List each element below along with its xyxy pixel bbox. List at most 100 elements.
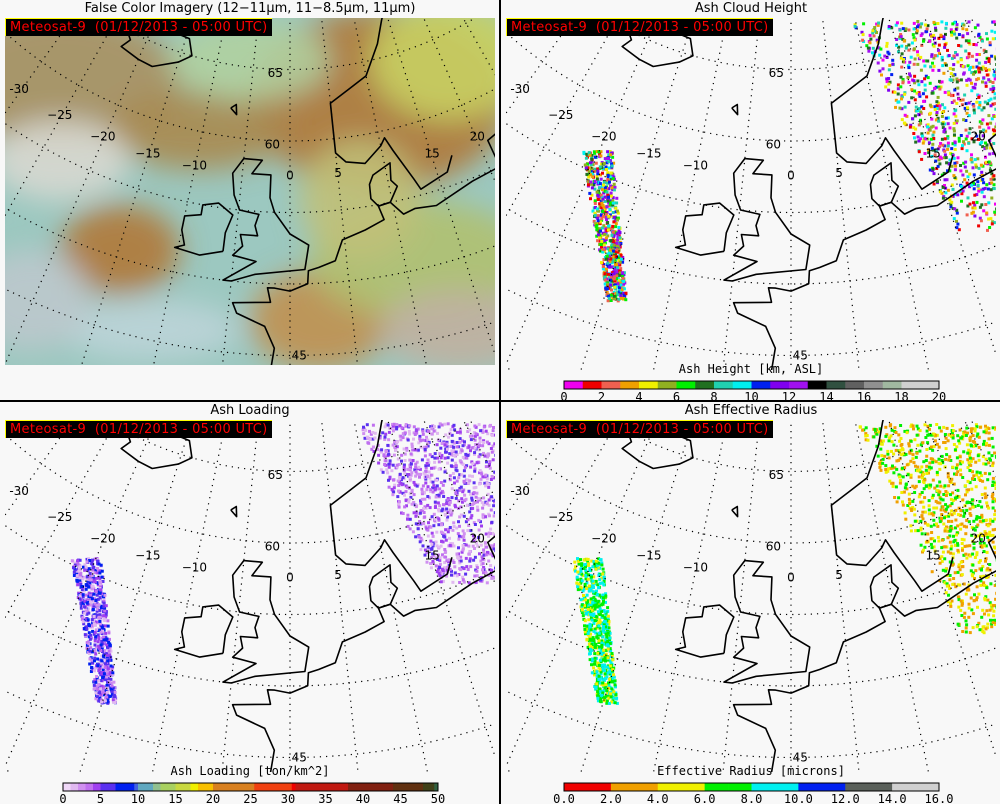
ash-pixel: [432, 484, 436, 488]
ash-pixel: [596, 694, 600, 698]
ash-pixel: [981, 65, 985, 69]
ash-pixel: [95, 695, 99, 699]
ash-pixel: [408, 424, 412, 428]
ash-pixel: [930, 54, 934, 58]
ash-pixel: [400, 511, 403, 515]
ash-pixel: [953, 176, 957, 179]
ash-pixel: [977, 592, 981, 596]
ash-pixel: [596, 169, 600, 173]
ash-pixel: [993, 30, 996, 34]
ash-pixel: [86, 618, 90, 622]
ash-pixel: [608, 647, 612, 651]
ash-pixel: [982, 541, 986, 545]
colorbar-frame: [62, 782, 439, 792]
ash-pixel: [985, 37, 989, 41]
ash-pixel: [987, 78, 991, 82]
ash-pixel: [397, 463, 401, 466]
ash-pixel: [931, 124, 935, 128]
ash-pixel: [938, 190, 942, 194]
ash-pixel: [977, 32, 981, 36]
ash-pixel: [962, 140, 965, 144]
ash-pixel: [949, 78, 953, 82]
ash-pixel: [454, 468, 458, 472]
ash-pixel: [78, 574, 82, 578]
ash-pixel: [102, 656, 106, 660]
ash-pixel: [968, 437, 972, 441]
ash-pixel: [961, 144, 964, 148]
ash-pixel: [440, 453, 444, 457]
ash-pixel: [490, 433, 494, 437]
ash-pixel: [959, 468, 962, 472]
ash-pixel: [601, 204, 605, 207]
ash-pixel: [946, 141, 950, 145]
longitude-line: [5, 18, 157, 365]
ash-pixel: [933, 539, 936, 543]
ash-pixel: [437, 495, 441, 499]
ash-pixel: [960, 603, 964, 607]
ash-pixel: [587, 618, 591, 622]
ash-pixel: [907, 48, 911, 52]
ash-pixel: [944, 457, 948, 461]
ash-pixel: [414, 514, 418, 518]
ash-pixel: [606, 157, 610, 160]
ash-pixel: [615, 270, 619, 274]
ash-pixel: [885, 433, 889, 437]
ash-pixel: [940, 20, 944, 24]
ash-pixel: [425, 435, 428, 439]
ash-pixel: [93, 649, 97, 652]
ash-pixel: [869, 37, 873, 41]
ash-pixel: [98, 596, 102, 600]
ash-pixel: [590, 157, 594, 161]
ash-pixel: [575, 581, 579, 585]
ash-pixel: [952, 129, 956, 133]
ash-pixel: [433, 517, 437, 521]
ash-pixel: [488, 463, 491, 466]
ash-pixel: [970, 81, 973, 85]
ash-pixel: [941, 538, 944, 542]
ash-pixel: [599, 242, 603, 246]
ash-pixel: [978, 101, 982, 104]
ash-pixel: [956, 548, 960, 552]
ash-pixel: [600, 162, 604, 166]
ash-pixel: [929, 537, 933, 541]
ash-pixel: [94, 623, 97, 627]
ash-pixel: [592, 638, 596, 642]
ash-pixel: [952, 112, 956, 116]
ash-pixel: [938, 501, 942, 505]
ash-pixel: [972, 173, 976, 177]
ash-pixel: [899, 424, 903, 427]
ash-pixel: [612, 161, 616, 165]
ash-pixel: [891, 90, 895, 94]
ash-pixel: [951, 424, 955, 428]
ash-pixel: [455, 489, 459, 493]
ash-pixel: [473, 537, 477, 540]
ash-pixel: [412, 437, 415, 441]
ash-pixel: [479, 578, 483, 582]
ash-pixel: [600, 246, 603, 249]
ash-pixel: [606, 221, 610, 224]
ash-pixel: [584, 598, 587, 602]
ash-pixel: [102, 617, 106, 621]
ash-pixel: [956, 434, 960, 438]
ash-pixel: [441, 579, 445, 583]
ash-pixel: [441, 489, 444, 493]
ash-pixel: [408, 477, 412, 481]
ash-pixel: [887, 77, 891, 80]
ash-pixel: [386, 423, 390, 427]
ash-pixel: [418, 475, 421, 479]
ash-pixel: [483, 454, 487, 458]
ash-pixel: [587, 183, 590, 187]
ash-pixel: [579, 567, 583, 571]
ash-pixel: [591, 169, 594, 173]
ash-pixel: [87, 631, 91, 635]
ash-pixel: [910, 96, 914, 100]
ash-pixel: [892, 471, 896, 475]
ash-pixel: [466, 478, 470, 482]
ash-pixel: [970, 211, 974, 215]
ash-pixel: [576, 570, 580, 574]
ash-pixel: [594, 564, 598, 568]
ash-pixel: [366, 441, 370, 445]
ash-pixel: [977, 166, 981, 170]
ash-pixel: [942, 493, 946, 496]
